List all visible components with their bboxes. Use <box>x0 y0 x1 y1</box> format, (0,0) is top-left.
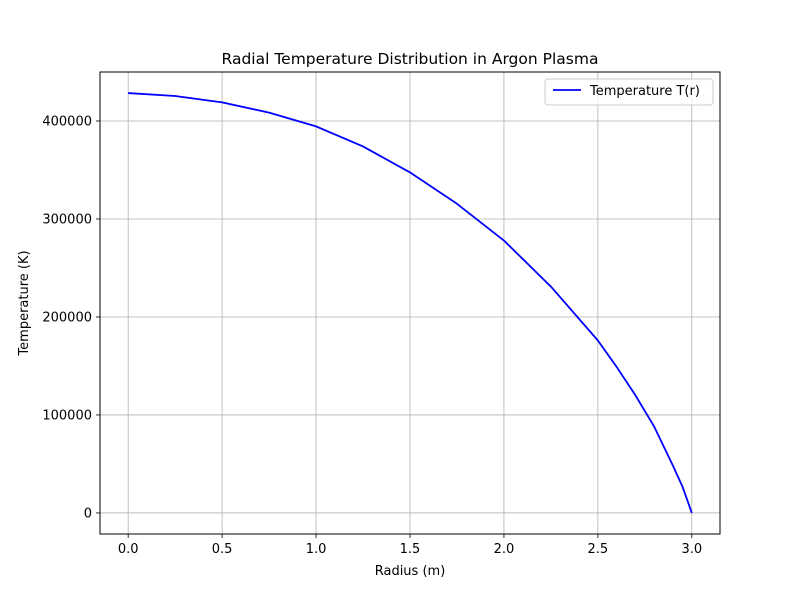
legend-box <box>544 78 714 106</box>
x-tick-label: 2.5 <box>588 542 609 557</box>
y-tick-label: 300000 <box>42 212 92 227</box>
x-tick-label: 0.5 <box>212 542 233 557</box>
y-tick-label: 100000 <box>42 408 92 423</box>
x-tick-label: 3.0 <box>681 542 702 557</box>
y-tick-label: 400000 <box>42 114 92 129</box>
x-axis-label: Radius (m) <box>375 564 446 579</box>
x-tick-label: 1.5 <box>400 542 421 557</box>
x-tick-label: 0.0 <box>118 542 139 557</box>
grid-lines <box>100 72 720 534</box>
legend-label-temperature: Temperature T(r) <box>589 84 700 99</box>
y-tick-label: 200000 <box>42 310 92 325</box>
x-tick-label: 2.0 <box>494 542 515 557</box>
x-tick-label: 1.0 <box>306 542 327 557</box>
series-line-temperature <box>128 92 693 514</box>
y-axis-label: Temperature (K) <box>17 250 32 356</box>
legend: Temperature T(r) <box>544 78 714 106</box>
series-layer <box>128 92 693 514</box>
chart-title: Radial Temperature Distribution in Argon… <box>222 50 599 68</box>
axis-ticks: 0.0 0.5 1.0 1.5 2.0 2.5 3.0 0 100000 200000 300000… <box>42 114 702 557</box>
y-tick-label: 0 <box>84 506 92 521</box>
